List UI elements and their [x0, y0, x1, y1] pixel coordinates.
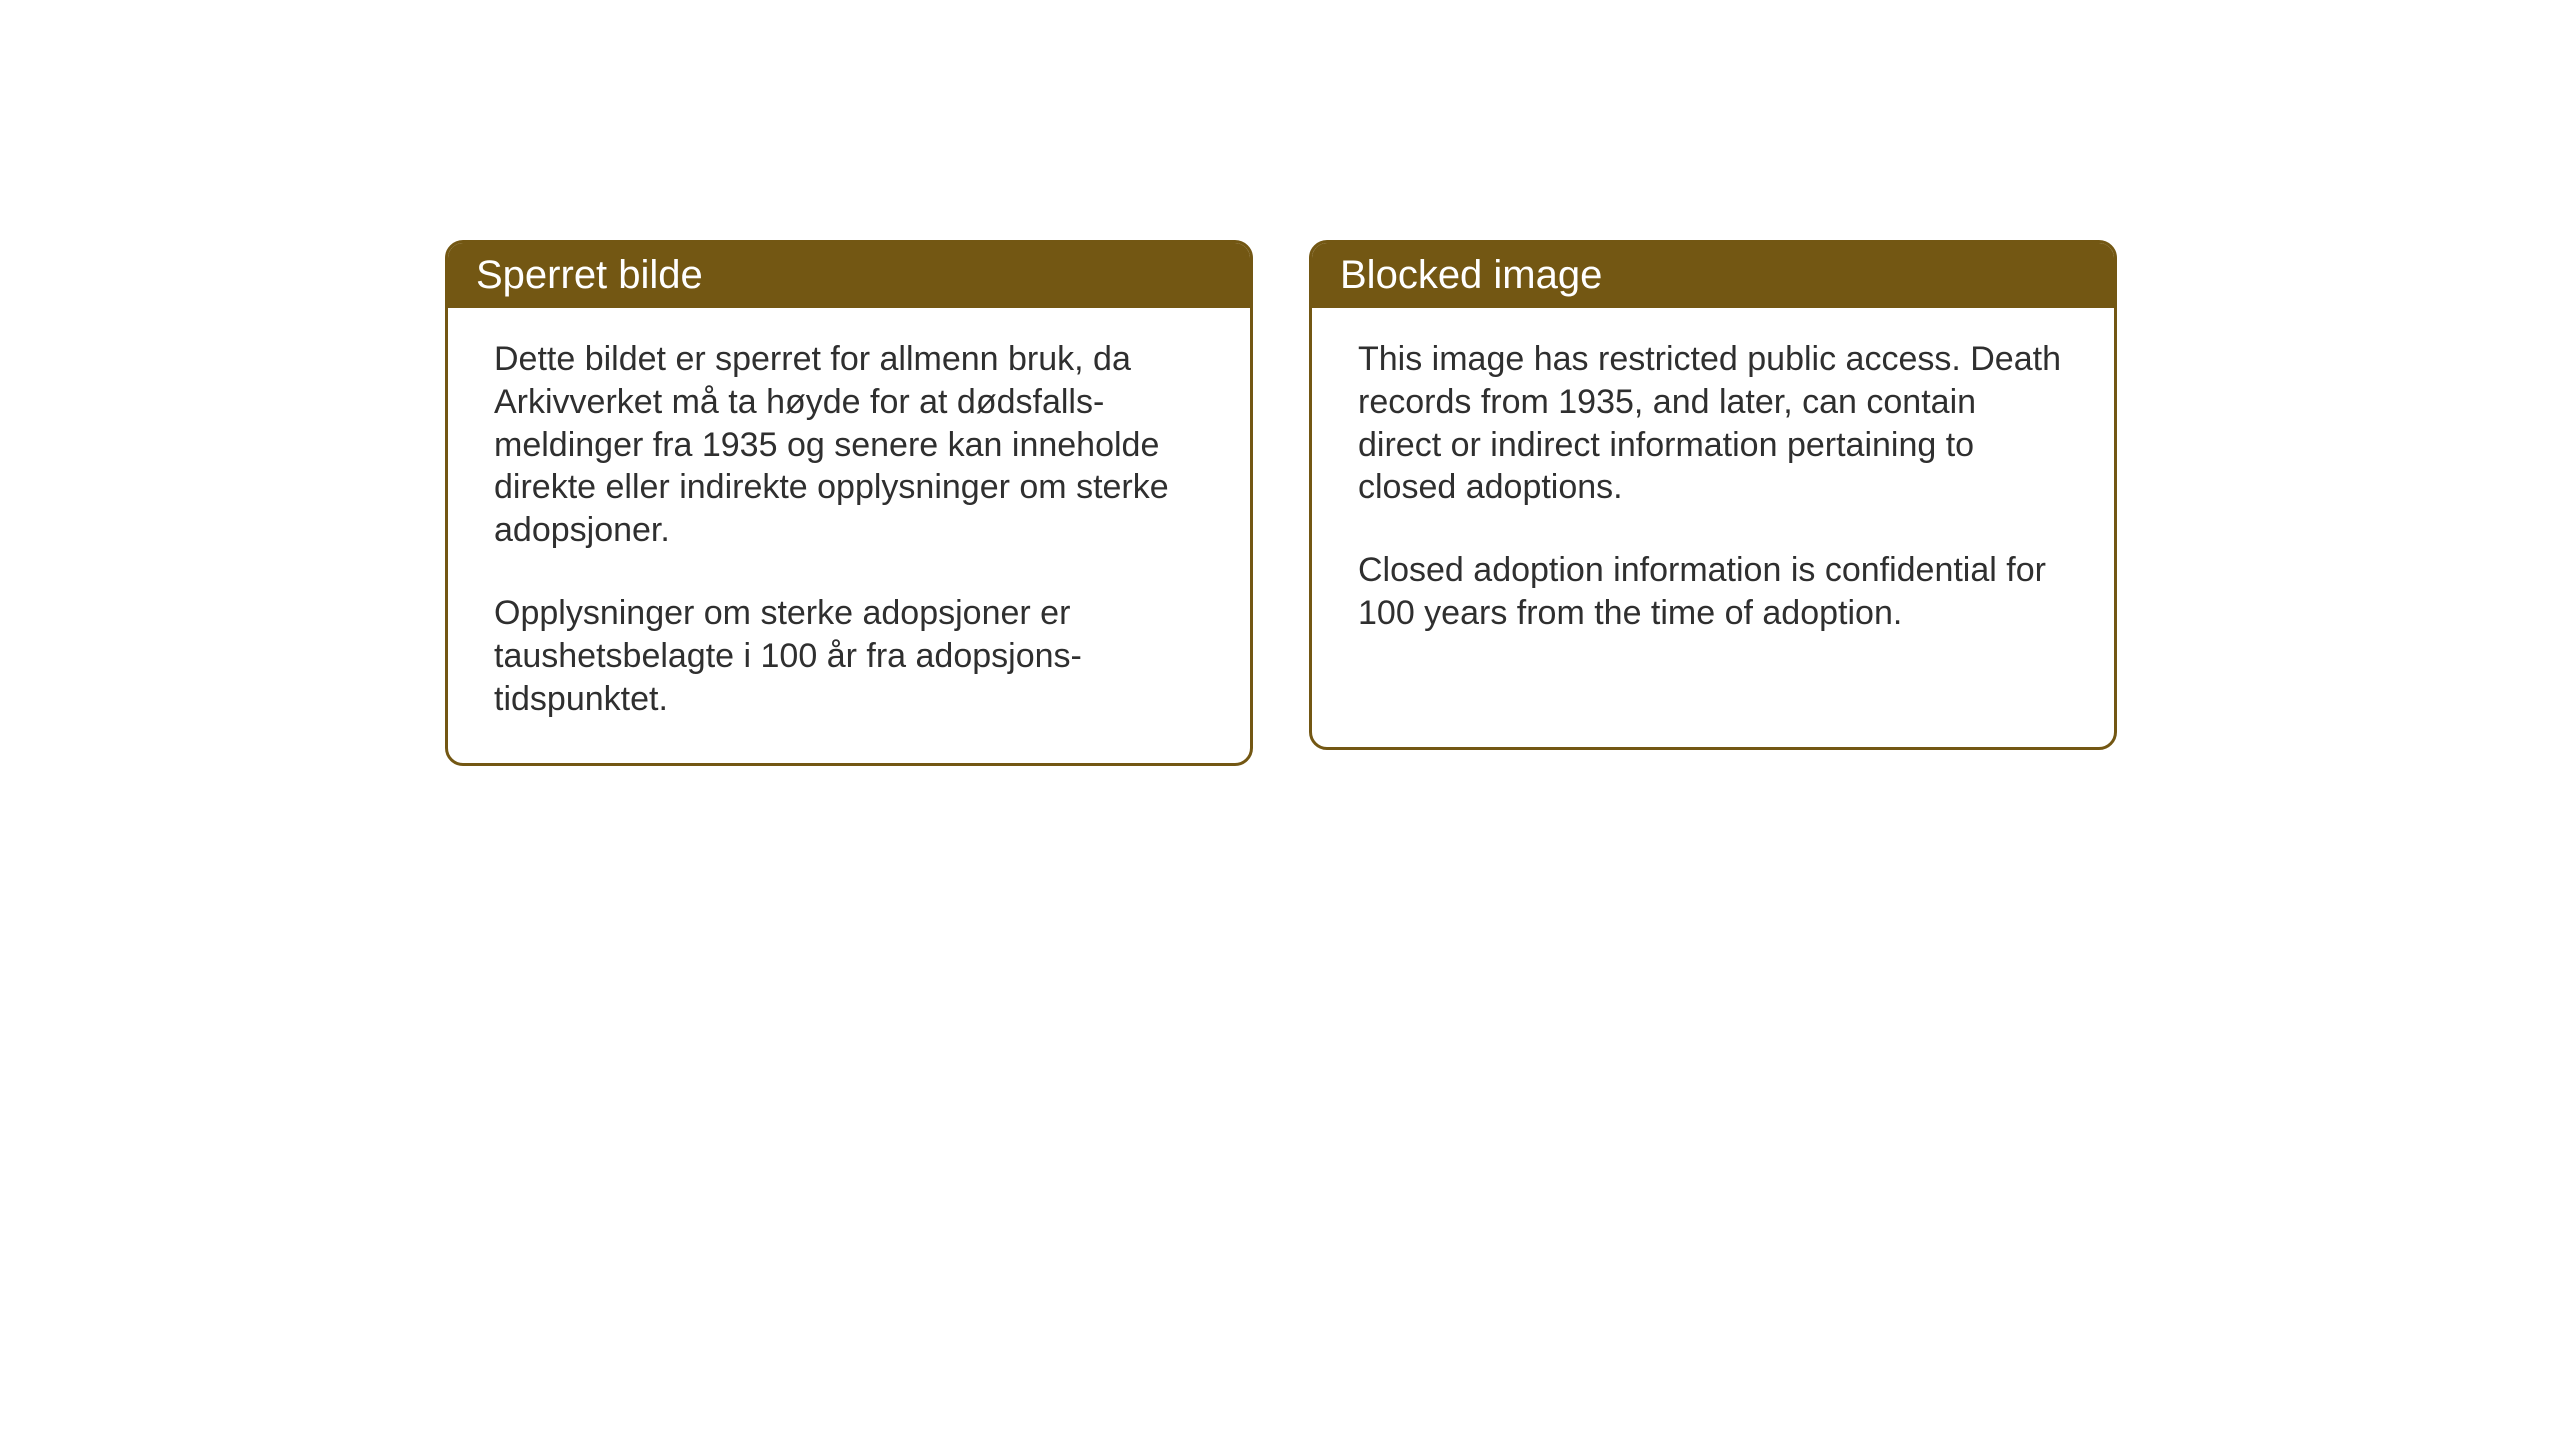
panel-para1-norwegian: Dette bildet er sperret for allmenn bruk…: [494, 338, 1204, 552]
panel-para1-english: This image has restricted public access.…: [1358, 338, 2068, 509]
panel-english: Blocked image This image has restricted …: [1309, 240, 2117, 750]
panel-title-english: Blocked image: [1340, 253, 1602, 297]
panel-norwegian: Sperret bilde Dette bildet er sperret fo…: [445, 240, 1253, 766]
panel-para2-english: Closed adoption information is confident…: [1358, 549, 2068, 635]
panel-header-english: Blocked image: [1312, 243, 2114, 308]
panel-title-norwegian: Sperret bilde: [476, 253, 703, 297]
panels-container: Sperret bilde Dette bildet er sperret fo…: [445, 240, 2117, 766]
panel-para2-norwegian: Opplysninger om sterke adopsjoner er tau…: [494, 592, 1204, 720]
panel-body-english: This image has restricted public access.…: [1312, 308, 2114, 677]
panel-header-norwegian: Sperret bilde: [448, 243, 1250, 308]
panel-body-norwegian: Dette bildet er sperret for allmenn bruk…: [448, 308, 1250, 763]
